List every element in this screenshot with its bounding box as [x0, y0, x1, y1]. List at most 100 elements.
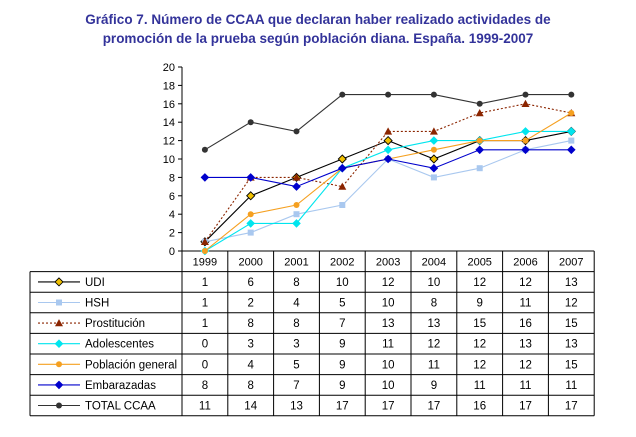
series-adolescentes: [200, 127, 576, 256]
chart-title-line-2: promoción de la prueba según población d…: [102, 31, 534, 46]
data-label-hsh: 11: [520, 298, 532, 310]
data-label-embarazadas: 9: [431, 380, 437, 392]
data-point-embarazadas: [429, 163, 439, 173]
data-label-embarazadas: 11: [474, 380, 486, 392]
data-point-adolescentes: [383, 145, 393, 155]
data-label-adolescentes: 12: [473, 339, 486, 351]
data-label-prostitucion: 13: [428, 318, 441, 330]
data-point-embarazadas: [200, 173, 210, 182]
data-point-prostitucion: [521, 99, 530, 107]
data-label-embarazadas: 10: [382, 380, 395, 392]
legend-label-udi: UDI: [85, 277, 105, 289]
legend-key-marker-total-ccaa: [56, 402, 62, 409]
data-point-prostitucion: [292, 173, 301, 181]
data-point-udi: [246, 191, 256, 201]
data-label-adolescentes: 12: [428, 339, 441, 351]
data-label-total-ccaa: 16: [473, 401, 486, 413]
data-label-hsh: 9: [476, 298, 482, 310]
data-label-total-ccaa: 17: [565, 401, 578, 413]
data-label-adolescentes: 3: [293, 339, 299, 351]
data-label-poblacion-general: 5: [293, 359, 299, 371]
data-point-total-ccaa: [476, 100, 483, 107]
data-point-total-ccaa: [385, 91, 392, 98]
data-label-total-ccaa: 17: [382, 401, 395, 413]
legend-key-marker-hsh: [56, 299, 62, 306]
data-point-embarazadas: [292, 182, 301, 191]
data-label-prostitucion: 13: [382, 318, 395, 330]
data-label-udi: 8: [293, 277, 299, 289]
legend-label-prostitucion: Prostitución: [85, 318, 145, 330]
y-tick-label: 14: [163, 117, 175, 129]
data-point-embarazadas: [337, 163, 347, 173]
data-label-udi: 6: [247, 277, 253, 289]
data-label-hsh: 5: [339, 298, 345, 310]
data-point-udi: [429, 154, 439, 164]
legend-label-poblacion-general: Población general: [85, 359, 177, 371]
y-tick-label: 2: [169, 228, 175, 240]
data-point-embarazadas: [383, 154, 393, 164]
data-label-poblacion-general: 4: [247, 359, 254, 371]
data-label-prostitucion: 1: [202, 318, 208, 330]
y-tick-label: 20: [163, 62, 175, 74]
data-point-total-ccaa: [293, 128, 300, 135]
data-label-embarazadas: 8: [247, 380, 253, 392]
data-label-adolescentes: 3: [247, 339, 253, 351]
legend-key-marker-poblacion-general: [56, 361, 62, 368]
data-label-hsh: 12: [565, 298, 578, 310]
data-label-embarazadas: 7: [293, 380, 299, 392]
data-label-poblacion-general: 0: [202, 359, 208, 371]
x-tick-label: 1999: [193, 256, 217, 268]
data-label-total-ccaa: 14: [244, 401, 257, 413]
data-point-total-ccaa: [247, 119, 254, 126]
data-point-adolescentes: [521, 127, 530, 136]
data-label-udi: 12: [519, 277, 532, 289]
y-axis: 0 2 4 6 8 10 12 14 16 18 20: [163, 62, 183, 258]
data-point-total-ccaa: [201, 146, 208, 153]
data-point-adolescentes: [292, 219, 301, 228]
data-point-total-ccaa: [568, 91, 575, 98]
data-label-adolescentes: 11: [382, 339, 394, 351]
data-label-udi: 10: [428, 277, 441, 289]
data-label-prostitucion: 16: [519, 318, 532, 330]
data-point-poblacion-general: [522, 137, 529, 144]
legend-label-embarazadas: Embarazadas: [85, 380, 156, 392]
data-point-hsh: [293, 211, 300, 218]
y-tick-label: 12: [163, 136, 175, 148]
data-point-prostitucion: [384, 127, 393, 135]
data-label-adolescentes: 13: [565, 339, 578, 351]
data-point-embarazadas: [475, 145, 485, 155]
data-point-prostitucion: [200, 237, 209, 245]
data-point-udi: [337, 154, 347, 164]
data-point-adolescentes: [246, 219, 256, 228]
legend-label-hsh: HSH: [85, 298, 109, 310]
chart-title-line-1: Gráfico 7. Número de CCAA que declaran h…: [85, 12, 551, 27]
data-point-total-ccaa: [339, 91, 346, 98]
data-point-embarazadas: [521, 145, 530, 155]
data-point-prostitucion: [338, 182, 347, 190]
data-point-hsh: [476, 165, 483, 172]
y-tick-label: 10: [163, 154, 175, 166]
data-label-poblacion-general: 10: [382, 359, 395, 371]
data-label-poblacion-general: 11: [428, 359, 440, 371]
plot-area: [200, 91, 576, 256]
y-tick-label: 16: [163, 99, 175, 111]
y-tick-label: 8: [169, 172, 175, 184]
data-label-prostitucion: 8: [293, 318, 299, 330]
x-tick-label: 2002: [330, 256, 354, 268]
data-label-total-ccaa: 13: [290, 401, 303, 413]
legend-key-marker-adolescentes: [54, 339, 64, 349]
data-point-poblacion-general: [568, 110, 575, 116]
chart-title: Gráfico 7. Número de CCAA que declaran h…: [0, 10, 636, 48]
data-point-udi: [383, 135, 393, 146]
data-label-embarazadas: 9: [339, 380, 345, 392]
data-label-hsh: 4: [293, 298, 300, 310]
data-point-poblacion-general: [201, 248, 208, 254]
data-point-adolescentes: [429, 136, 439, 145]
data-point-adolescentes: [566, 127, 576, 136]
data-point-total-ccaa: [430, 91, 437, 98]
data-label-hsh: 2: [247, 298, 253, 310]
x-tick-label: 2003: [376, 256, 400, 268]
data-label-poblacion-general: 9: [339, 359, 345, 371]
series-total-ccaa: [201, 91, 575, 153]
